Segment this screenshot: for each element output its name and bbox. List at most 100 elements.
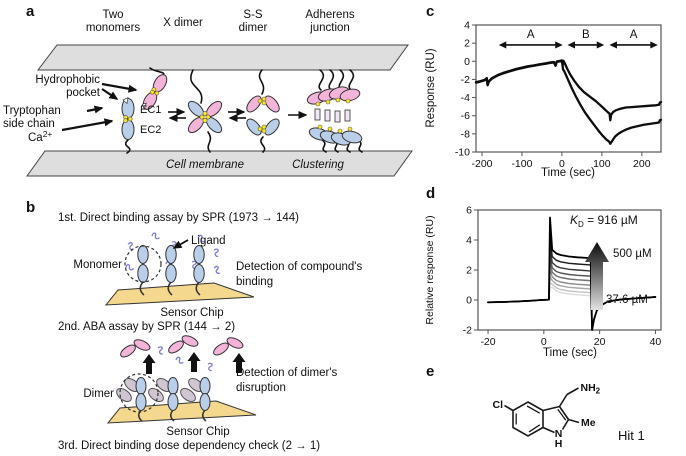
plot-border: [475, 24, 662, 153]
dimer-label: Dimer: [83, 388, 114, 400]
c-y-axis-title: Response (RU): [425, 48, 437, 127]
stage-two-monomers: Two: [102, 9, 123, 21]
region-label: A: [527, 29, 535, 41]
y-tick-label: 4: [466, 235, 472, 247]
panel-b-diagram: b 1st. Direct binding assay by SPR (1973…: [26, 199, 362, 452]
hit1-label: Hit 1: [618, 428, 645, 443]
sensor-chip-2-label: Sensor Chip: [166, 426, 229, 438]
ss-dimer: [246, 95, 280, 136]
hit1-structure-atoms: Cl NH2 Me N H: [493, 382, 601, 450]
region-label: B: [582, 29, 590, 41]
stage-x-dimer: X dimer: [163, 17, 203, 29]
panel-e-structure: e Cl NH2 Me N H: [426, 363, 645, 450]
dimer-highlight-circle: [119, 373, 159, 413]
ring-nitrogen: N: [555, 428, 563, 440]
panel-c-chart: c -200 -100 0 100 200 4 2 0 -2 -4 -6 -8 -10 A B A Respo…: [425, 3, 663, 179]
annotation-arrows: [61, 82, 138, 132]
nh-hydrogen: H: [555, 438, 563, 450]
x-tick-label: 0: [541, 336, 547, 348]
panel-c-label: c: [426, 3, 434, 20]
calcium-label: Ca2+: [28, 129, 52, 144]
panel-a-diagram: a Two monomers X dimer S-S dimer Adheren…: [3, 3, 413, 177]
pink-monomer: [141, 74, 168, 110]
panel-e-label: e: [426, 363, 434, 380]
x-tick-label: -200: [471, 158, 492, 170]
region-arrowhead-left: [609, 41, 617, 49]
panel-d: d -20 0 20 40 -2 0 2 4 6 KD = 916 µM 500 µM 37.6…: [420, 182, 686, 362]
concentration-gradient-arrow: [585, 242, 609, 310]
x-tick-label: 200: [633, 158, 651, 170]
svg-text:pocket: pocket: [66, 87, 101, 99]
adherens-junction-cluster: [306, 86, 363, 146]
series-line-sensorgram-upper: [474, 59, 663, 122]
cell-membrane-label: Cell membrane: [166, 159, 244, 171]
monomer-highlight-circle: [124, 245, 162, 283]
x-tick-label: 20: [594, 336, 606, 348]
methyl-group: Me: [581, 417, 596, 429]
region-arrowhead-left: [567, 41, 576, 49]
blue-monomer: [121, 96, 135, 140]
y-tick-label: 6: [466, 205, 472, 217]
cl-atom: Cl: [493, 399, 504, 411]
stage-adherens-junction: Adherens: [305, 9, 354, 21]
left-annotations: Hydrophobic pocket Tryptophan side chain…: [3, 74, 138, 144]
series-line-conc-2: [487, 282, 657, 331]
panel-d-label: d: [426, 185, 435, 202]
region-arrowhead-right: [596, 41, 605, 49]
y-tick-label: -10: [455, 147, 470, 159]
svg-text:side chain: side chain: [3, 118, 55, 130]
x-tick-label: -100: [511, 158, 532, 170]
panel-b: b 1st. Direct binding assay by SPR (1973…: [0, 196, 420, 456]
bottom-cell-membrane: [26, 150, 413, 177]
released-pink-dimers: [120, 335, 244, 358]
ligand-arrow: [172, 239, 189, 249]
step3-text: 3rd. Direct binding dose dependency chec…: [58, 440, 320, 452]
x-tick-label: 0: [559, 158, 565, 170]
y-tick-label: 0: [464, 56, 470, 68]
x-tick-label: 40: [650, 336, 662, 348]
svg-text:binding: binding: [236, 276, 273, 288]
svg-text:monomers: monomers: [86, 22, 141, 34]
y-tick-label: 2: [466, 265, 472, 277]
sensor-chip-2: [106, 400, 257, 424]
c-x-axis-title: Time (sec): [541, 167, 595, 179]
step2-text: 2nd. ABA assay by SPR (144 → 2): [58, 321, 235, 333]
region-arrowhead-left: [498, 41, 507, 49]
hit1-structure-bonds: [504, 387, 580, 437]
detection-1-text: Detection of compound's: [236, 261, 362, 273]
sensor-chip-1-label: Sensor Chip: [160, 307, 223, 319]
y-tick-label: -2: [461, 74, 470, 86]
panel-a-label: a: [26, 3, 35, 20]
region-arrowhead-right: [555, 41, 563, 49]
panel-a: a Two monomers X dimer S-S dimer Adheren…: [0, 0, 420, 196]
d-y-axis-title: Relative response (RU): [424, 215, 436, 324]
y-tick-label: -6: [461, 110, 470, 122]
y-tick-label: -2: [463, 325, 472, 337]
sensor-chip-1: [104, 282, 255, 306]
clustering-label: Clustering: [292, 159, 344, 171]
sensorgram-plot: -200 -100 0 100 200 4 2 0 -2 -4 -6 -8 -10 A B A: [455, 20, 663, 170]
panel-b-label: b: [26, 199, 35, 216]
y-tick-label: -8: [461, 128, 470, 140]
monomer-label: Monomer: [73, 259, 122, 271]
nh2-group: NH2: [581, 382, 601, 396]
step1-text: 1st. Direct binding assay by SPR (1973 →…: [58, 212, 299, 224]
kd-annotation: KD = 916 µM: [570, 213, 638, 229]
d-x-axis-title: Time (sec): [543, 347, 597, 359]
series-line-sensorgram-lower: [474, 59, 663, 145]
x-tick-label: 100: [593, 158, 611, 170]
detection-2-text: Detection of dimer's: [236, 367, 338, 379]
y-tick-label: 0: [466, 295, 472, 307]
svg-text:dimer: dimer: [239, 22, 268, 34]
series-line-conc-6: [487, 254, 657, 331]
panel-c: c -200 -100 0 100 200 4 2 0 -2 -4 -6 -8 -10 A B A Respo…: [420, 2, 686, 182]
region-label: A: [630, 29, 638, 41]
panel-e: e Cl NH2 Me N H: [420, 362, 686, 456]
release-arrows: [142, 352, 246, 374]
y-tick-label: 2: [464, 38, 470, 50]
region-arrowhead-right: [650, 41, 658, 49]
tryptophan-label: Tryptophan: [3, 105, 61, 117]
